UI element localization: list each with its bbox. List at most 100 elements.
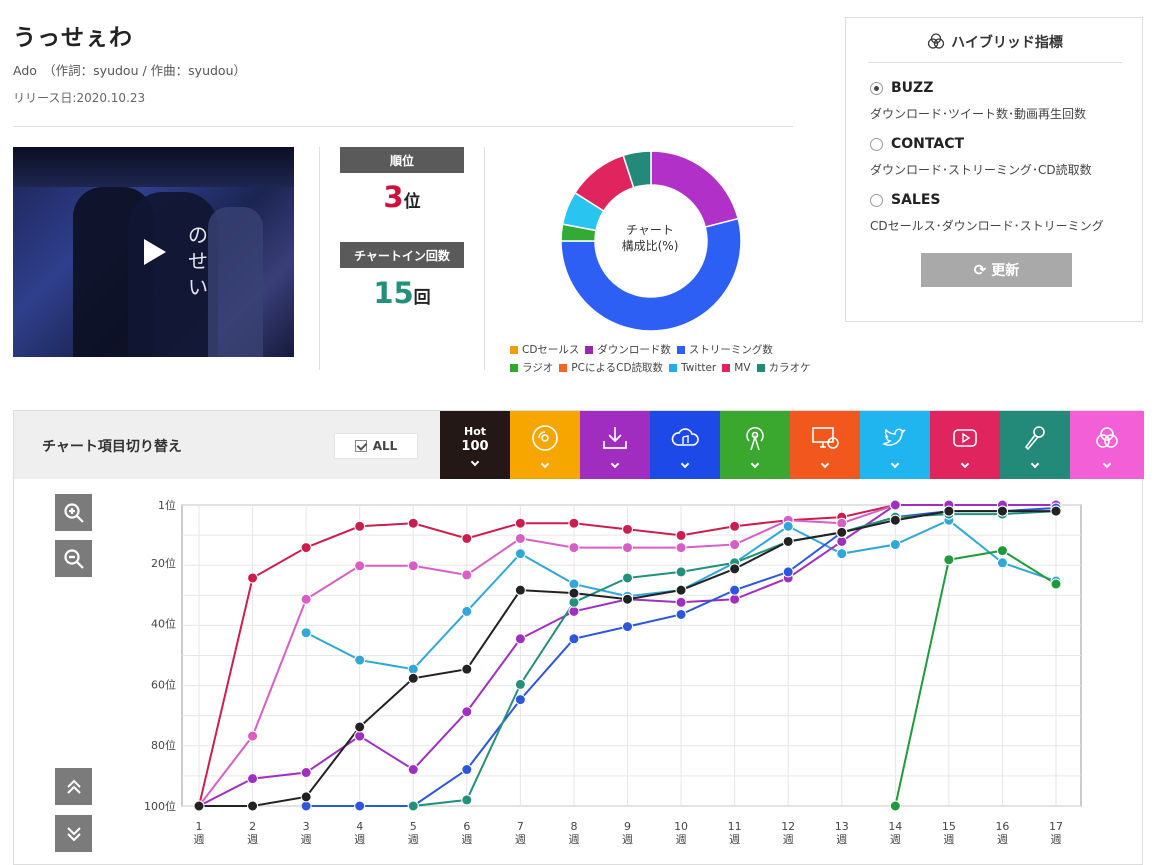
data-point[interactable] [622,621,633,633]
data-point[interactable] [943,554,955,566]
data-point[interactable] [247,800,259,812]
data-point[interactable] [568,596,580,608]
data-point[interactable] [514,584,526,596]
data-point[interactable] [514,678,526,690]
data-point[interactable] [996,557,1008,569]
data-point[interactable] [568,633,580,645]
data-point[interactable] [889,800,901,812]
data-point[interactable] [1050,505,1062,517]
data-point[interactable] [1050,578,1062,590]
radio-sales[interactable]: SALES [870,192,941,208]
data-point[interactable] [354,654,366,666]
tab-cd-sales[interactable] [510,411,580,479]
radio-contact[interactable]: CONTACT [870,136,964,152]
data-point[interactable] [889,499,901,511]
all-toggle[interactable]: ALL [334,433,418,459]
data-point[interactable] [675,596,687,608]
data-point[interactable] [407,800,419,812]
data-point[interactable] [675,542,687,554]
data-point[interactable] [568,578,580,590]
radio-buzz[interactable]: BUZZ [870,80,933,96]
data-point[interactable] [461,532,473,544]
data-point[interactable] [782,520,794,532]
data-point[interactable] [247,572,259,584]
tab-download[interactable] [580,411,650,479]
data-point[interactable] [836,526,848,538]
data-point[interactable] [889,514,901,526]
data-point[interactable] [193,800,205,812]
radio-button[interactable] [870,81,883,95]
data-point[interactable] [622,572,633,584]
data-point[interactable] [354,800,366,812]
data-point[interactable] [300,767,312,779]
data-point[interactable] [622,593,633,605]
data-point[interactable] [729,539,741,551]
refresh-button[interactable]: ⟳ 更新 [921,253,1072,287]
data-point[interactable] [407,764,419,776]
data-point[interactable] [514,532,526,544]
data-point[interactable] [996,545,1008,557]
data-point[interactable] [782,535,794,547]
data-point[interactable] [300,627,312,639]
data-point[interactable] [729,593,741,605]
tab-streaming[interactable] [650,411,720,479]
data-point[interactable] [675,566,687,578]
zoom-in-button[interactable] [55,494,92,531]
data-point[interactable] [675,608,687,620]
data-point[interactable] [943,505,955,517]
tab-hot100[interactable]: Hot 100 [440,411,510,479]
data-point[interactable] [782,566,794,578]
tab-radio[interactable] [720,411,790,479]
data-point[interactable] [354,721,366,733]
radio-button[interactable] [870,193,883,207]
data-point[interactable] [622,542,633,554]
tab-pc-cd-read[interactable] [790,411,860,479]
data-point[interactable] [836,548,848,560]
data-point[interactable] [836,517,848,529]
data-point[interactable] [889,539,901,551]
data-point[interactable] [729,563,741,575]
data-point[interactable] [354,560,366,572]
data-point[interactable] [407,560,419,572]
play-icon[interactable] [144,239,166,265]
data-point[interactable] [622,523,633,535]
data-point[interactable] [461,663,473,675]
scroll-down-button[interactable] [55,815,92,852]
data-point[interactable] [407,663,419,675]
tab-karaoke[interactable] [1000,411,1070,479]
video-thumbnail[interactable]: のせい [13,147,294,357]
data-point[interactable] [729,584,741,596]
checkbox-icon[interactable] [354,440,367,452]
data-point[interactable] [568,605,580,617]
data-point[interactable] [514,517,526,529]
data-point[interactable] [300,542,312,554]
tab-hybrid[interactable] [1070,411,1144,479]
data-point[interactable] [461,706,473,718]
data-point[interactable] [300,791,312,803]
data-point[interactable] [461,569,473,581]
data-point[interactable] [407,517,419,529]
data-point[interactable] [300,593,312,605]
data-point[interactable] [247,730,259,742]
data-point[interactable] [354,520,366,532]
data-point[interactable] [514,548,526,560]
tab-twitter[interactable] [860,411,930,479]
data-point[interactable] [461,794,473,806]
data-point[interactable] [461,605,473,617]
data-point[interactable] [675,529,687,541]
radio-button[interactable] [870,137,883,151]
zoom-out-button[interactable] [55,540,92,577]
data-point[interactable] [568,587,580,599]
data-point[interactable] [300,800,312,812]
data-point[interactable] [568,542,580,554]
data-point[interactable] [461,764,473,776]
data-point[interactable] [729,520,741,532]
data-point[interactable] [354,730,366,742]
data-point[interactable] [407,672,419,684]
data-point[interactable] [836,535,848,547]
data-point[interactable] [675,584,687,596]
tab-mv[interactable] [930,411,1000,479]
data-point[interactable] [996,505,1008,517]
data-point[interactable] [247,773,259,785]
data-point[interactable] [514,633,526,645]
